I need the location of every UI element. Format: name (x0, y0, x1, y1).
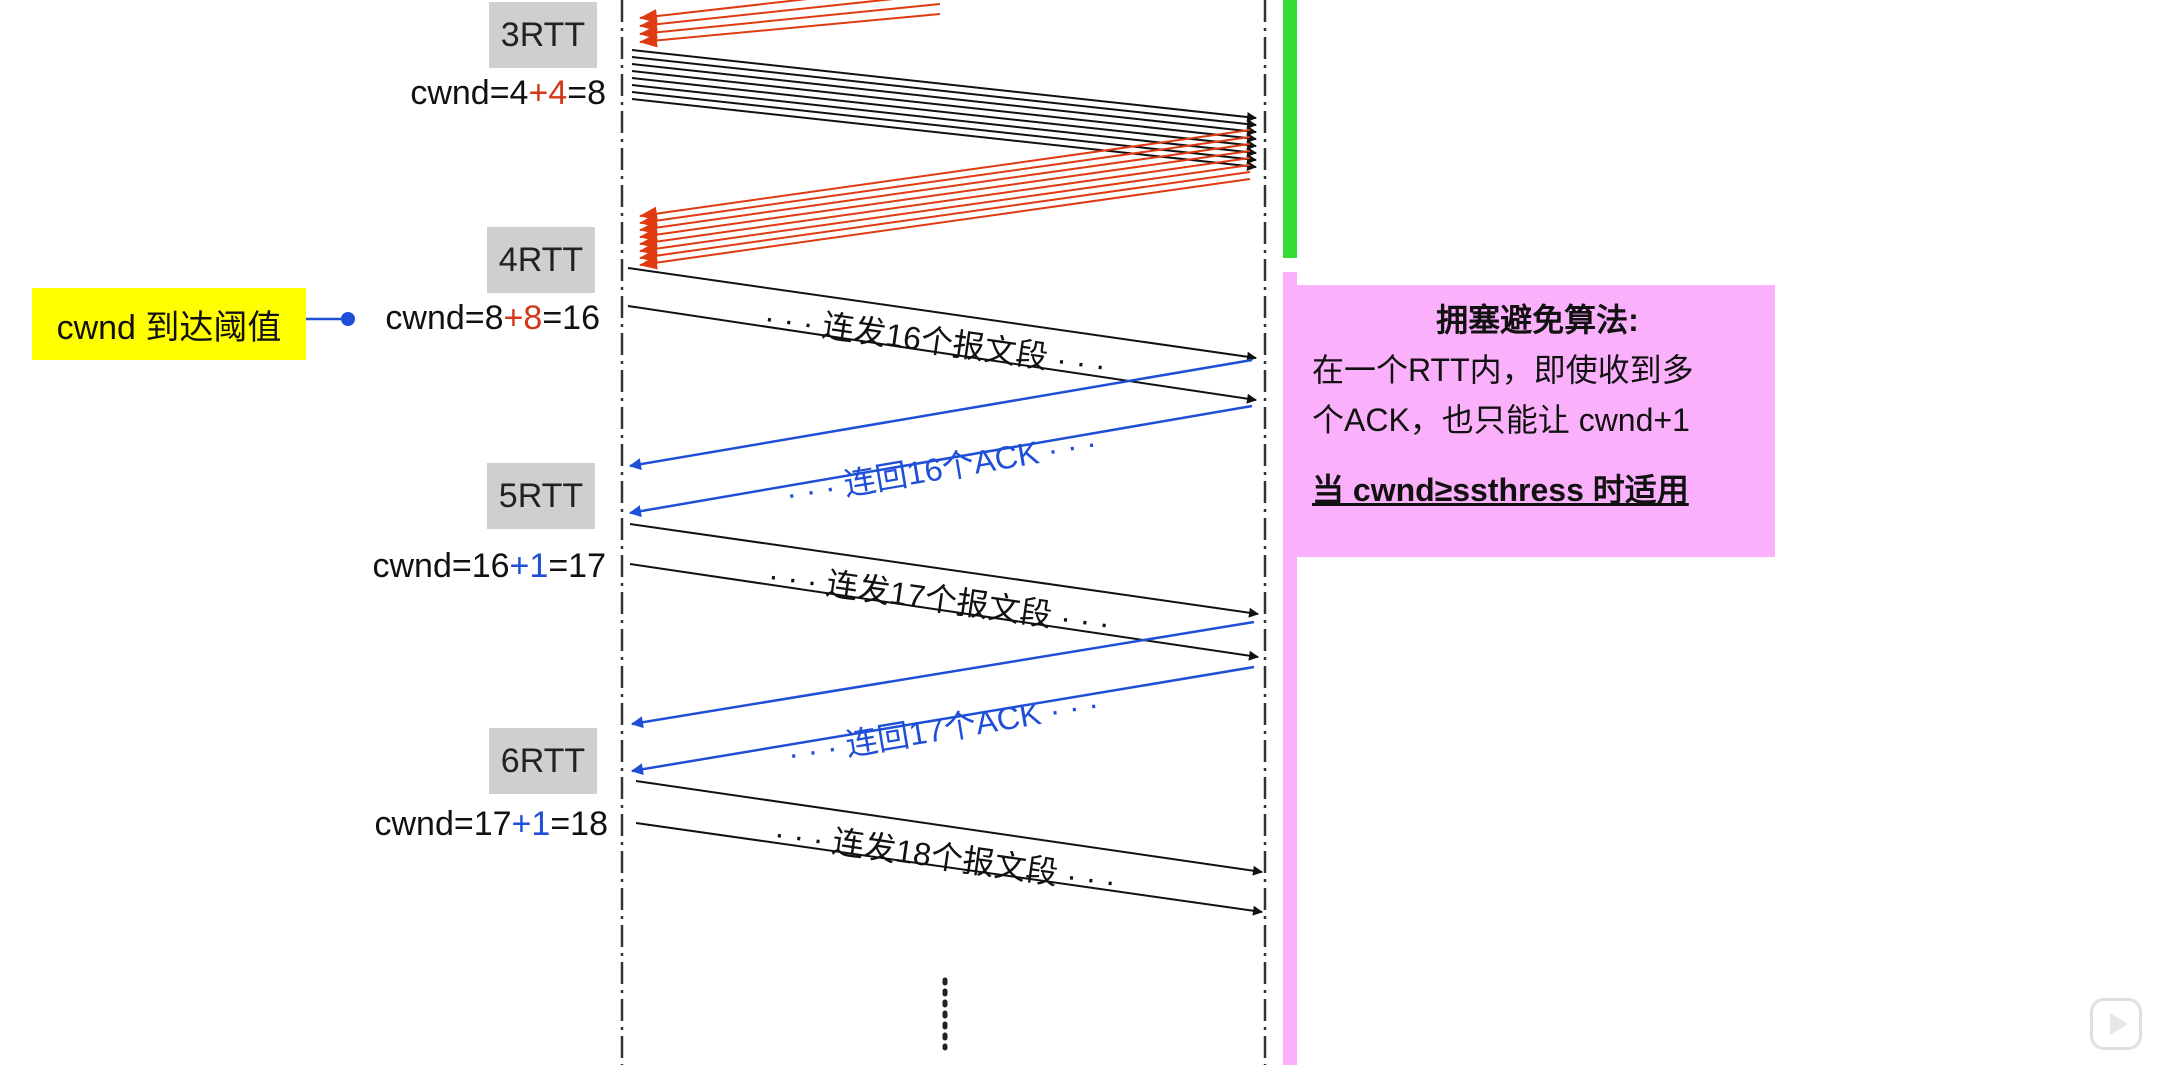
rtt-label-4: 4RTT (487, 227, 595, 293)
ack17-last-arrow (631, 665, 1255, 776)
rtt-text: 3RTT (500, 15, 586, 54)
ack-arrow-4rtt (639, 136, 1251, 228)
ack-arrow-3rtt-incoming (639, 13, 941, 48)
send17-last-arrow (629, 563, 1259, 661)
cwnd-value-3rtt: cwnd=4+4=8 (410, 74, 606, 112)
ack-arrow-4rtt (639, 164, 1251, 256)
note-line-2: 个ACK，也只能让 cwnd+1 (1312, 402, 1690, 438)
cwnd-value-6rtt: cwnd=17+1=18 (374, 805, 609, 843)
segment-arrow-3rtt (631, 77, 1257, 150)
congestion-avoidance-note: 拥塞避免算法: 在一个RTT内，即使收到多 个ACK，也只能让 cwnd+1 当… (1292, 285, 1775, 557)
segment-arrow-3rtt (631, 84, 1257, 157)
segment-arrow-3rtt (631, 63, 1257, 136)
send16-first-arrow (627, 267, 1257, 362)
ack-arrow-3rtt-incoming (639, 0, 894, 32)
segment-arrow-3rtt (631, 49, 1257, 122)
slow-start-bar (1283, 0, 1297, 258)
send16-last-arrow (627, 305, 1257, 404)
ack16-last-arrow (629, 404, 1253, 518)
rtt-text: 5RTT (498, 476, 584, 515)
ack-arrow-4rtt (639, 157, 1251, 249)
play-icon[interactable] (2090, 998, 2142, 1050)
rtt-text: 4RTT (498, 240, 584, 279)
threshold-tag: cwnd 到达阈值 (32, 288, 306, 360)
cwnd-value-5rtt: cwnd=16+1=17 (372, 547, 607, 585)
note-title: 拥塞避免算法: (1436, 302, 1639, 338)
segment-arrow-3rtt (631, 70, 1257, 143)
rtt-text: 6RTT (500, 741, 586, 780)
ack-arrow-3rtt-incoming (639, 0, 808, 24)
ack-arrow-4rtt (639, 178, 1251, 270)
segment-arrow-3rtt (631, 91, 1257, 164)
send18-first-arrow (635, 780, 1263, 876)
segment-arrow-3rtt (631, 56, 1257, 129)
rtt-label-3: 3RTT (489, 2, 597, 68)
slow-start-arrows (631, 0, 1257, 270)
threshold-dot (341, 312, 355, 326)
cwnd-value-4rtt: cwnd=8+8=16 (385, 299, 600, 337)
ack-arrow-3rtt-incoming (639, 3, 941, 40)
rtt-label-5: 5RTT (487, 463, 595, 529)
rtt-label-6: 6RTT (489, 728, 597, 794)
segment-arrow-3rtt (631, 98, 1257, 171)
ack16-first-arrow (629, 358, 1253, 471)
ack-arrow-4rtt (639, 129, 1251, 221)
ack-arrow-4rtt (639, 150, 1251, 242)
send17-first-arrow (629, 523, 1259, 618)
ack-arrow-4rtt (639, 143, 1251, 235)
note-condition: 当 cwnd≥ssthress 时适用 (1312, 472, 1689, 508)
ack17-first-arrow (631, 620, 1255, 729)
ack-arrow-4rtt (639, 171, 1251, 263)
note-line-1: 在一个RTT内，即使收到多 (1312, 352, 1694, 388)
send18-last-arrow (635, 822, 1263, 916)
